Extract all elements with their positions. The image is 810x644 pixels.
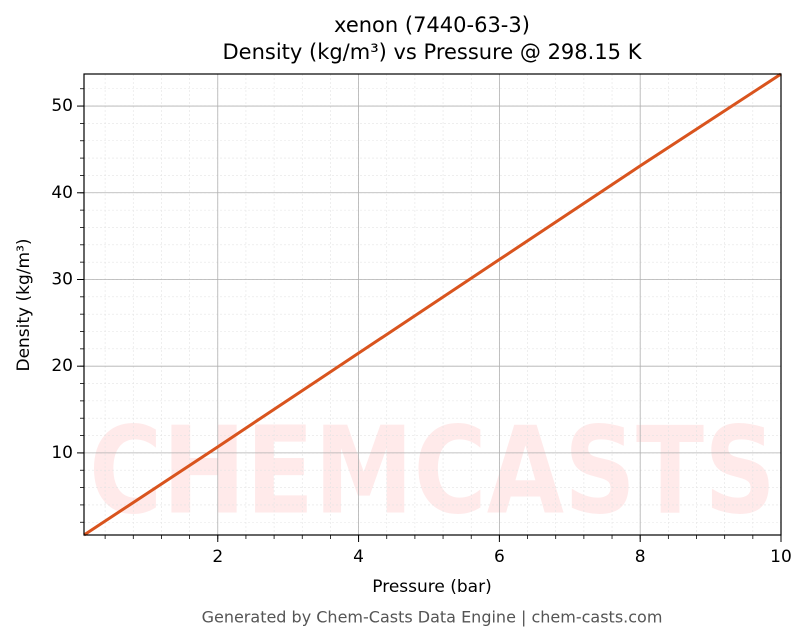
y-tick-label: 30 (51, 269, 73, 289)
y-tick-label: 20 (51, 356, 73, 376)
footer: Generated by Chem-Casts Data Engine | ch… (202, 608, 663, 627)
x-tick-label: 10 (770, 547, 792, 567)
y-tick-label: 50 (51, 96, 73, 116)
x-tick-label: 8 (635, 547, 646, 567)
watermark: CHEMCASTS (89, 403, 776, 542)
y-axis-label: Density (kg/m³) (14, 238, 34, 371)
data-line (83, 72, 782, 537)
chart-subtitle: Density (kg/m³) vs Pressure @ 298.15 K (222, 40, 642, 64)
x-tick-label: 2 (212, 547, 223, 567)
x-tick-label: 6 (494, 547, 505, 567)
chart-title: xenon (7440-63-3) (334, 13, 530, 37)
y-tick-label: 40 (51, 183, 73, 203)
x-tick-label: 4 (353, 547, 364, 567)
plot-frame (83, 73, 782, 536)
x-axis-label: Pressure (bar) (372, 577, 491, 597)
y-tick-label: 10 (51, 443, 73, 463)
